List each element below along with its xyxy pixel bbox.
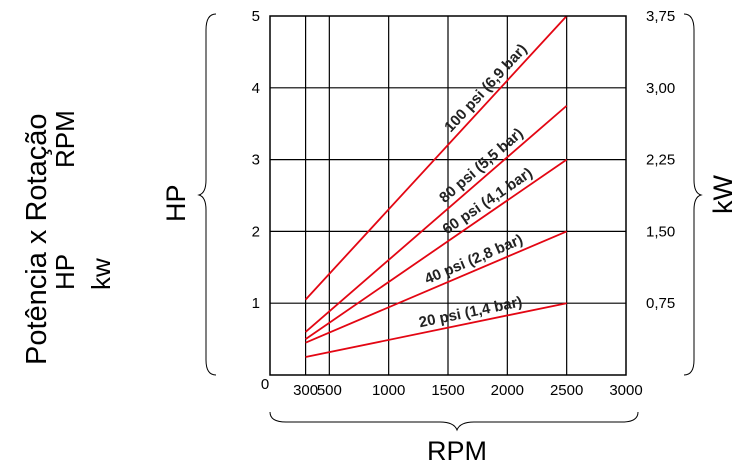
right-brace — [683, 13, 703, 376]
y-tick-label: 4 — [252, 80, 260, 97]
series-lines — [304, 15, 568, 358]
x-tick-label: 1500 — [431, 382, 464, 399]
y2-axis-title: kW — [708, 175, 734, 215]
x-axis-title: RPM — [427, 436, 487, 465]
y2-tick-label: 0,75 — [646, 295, 675, 312]
x-tick-label: 3000 — [609, 382, 642, 399]
grid — [270, 16, 626, 375]
series-label: 60 psi (4,1 bar) — [440, 164, 536, 238]
y-tick-label: 2 — [252, 223, 260, 240]
side-title-line1: Potência x Rotação — [21, 114, 53, 365]
x-origin-label: 0 — [261, 376, 269, 393]
x-tick-label: 2000 — [491, 382, 524, 399]
y-tick-label: 5 — [252, 8, 260, 25]
bottom-brace — [269, 411, 639, 432]
y2-tick-label: 3,00 — [646, 80, 675, 97]
y2-tick-label: 3,75 — [646, 8, 675, 25]
side-title-line3: HP — [50, 254, 80, 290]
y2-tick-label: 2,25 — [646, 152, 675, 169]
series-line — [305, 105, 568, 333]
x-tick-label: 300 — [293, 382, 318, 399]
series-line — [305, 230, 568, 344]
x-tick-label: 2500 — [550, 382, 583, 399]
y2-tick-label: 1,50 — [646, 223, 675, 240]
x-tick-label: 500 — [317, 382, 342, 399]
side-title-line2: RPM — [50, 110, 80, 168]
series-label: 40 psi (2,8 bar) — [422, 231, 525, 288]
plot-frame — [269, 15, 627, 376]
y-tick-label: 3 — [252, 152, 260, 169]
x-tick-label: 1000 — [372, 382, 405, 399]
series-line — [304, 15, 568, 301]
y-axis-title: HP — [161, 184, 191, 222]
y-tick-label: 1 — [252, 295, 260, 312]
side-title: Potência x Rotação RPM HP kw — [21, 110, 116, 365]
left-brace — [197, 13, 217, 376]
series-line — [305, 158, 568, 340]
side-title-line4: kw — [86, 258, 116, 290]
series-line — [305, 302, 567, 358]
